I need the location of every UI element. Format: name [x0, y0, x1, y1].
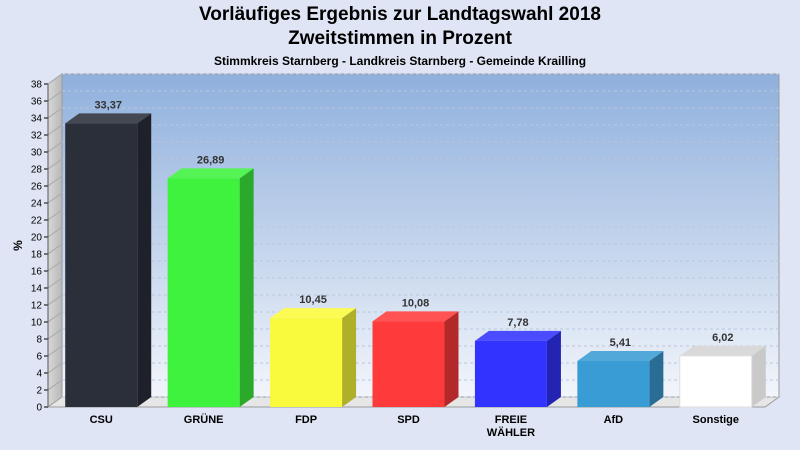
- bar: [167, 178, 240, 407]
- x-tick-label: SPD: [397, 414, 420, 426]
- y-axis-label: %: [11, 240, 25, 251]
- x-tick-label: AfD: [604, 414, 624, 426]
- data-label: 10,45: [299, 294, 327, 306]
- bar-side: [546, 330, 561, 407]
- x-tick-label-line: Sonstige: [693, 414, 739, 426]
- grid-line-wall: [47, 192, 63, 204]
- grid-line-wall: [47, 311, 63, 323]
- grid-line-wall: [47, 90, 63, 102]
- x-tick-label-line: SPD: [397, 414, 420, 426]
- y-tick-label: 6: [36, 352, 42, 363]
- x-tick-label: GRÜNE: [184, 413, 224, 426]
- grid-line-wall: [47, 124, 63, 136]
- y-tick-label: 8: [36, 335, 42, 346]
- bar-side: [751, 345, 766, 407]
- x-tick-label-line: GRÜNE: [184, 413, 224, 426]
- grid-line-wall: [47, 158, 63, 170]
- data-label: 7,78: [507, 317, 528, 329]
- grid-line-wall: [47, 362, 63, 374]
- bar-side: [649, 351, 664, 407]
- bar-top: [372, 311, 459, 322]
- x-tick-label: CSU: [90, 414, 113, 426]
- y-tick-label: 34: [31, 114, 43, 125]
- y-tick-label: 24: [31, 199, 43, 210]
- grid-line-wall: [47, 243, 63, 255]
- grid-line-wall: [47, 107, 63, 119]
- data-label: 26,89: [197, 154, 225, 166]
- bar: [474, 340, 547, 407]
- x-tick-label-line: CSU: [90, 414, 113, 426]
- bar: [372, 321, 445, 407]
- x-tick-label-line: FDP: [295, 414, 317, 426]
- grid-line-wall: [47, 294, 63, 306]
- x-tick-label: Sonstige: [693, 414, 739, 426]
- bar-top: [577, 351, 664, 362]
- chart-title: Vorläufiges Ergebnis zur Landtagswahl 20…: [199, 4, 601, 25]
- grid-line-wall: [47, 396, 63, 408]
- grid-line-wall: [47, 141, 63, 153]
- grid-line-wall: [47, 260, 63, 272]
- grid-line-wall: [47, 226, 63, 238]
- data-label: 33,37: [94, 99, 122, 111]
- y-tick-label: 18: [31, 250, 43, 261]
- y-tick-label: 12: [31, 301, 43, 312]
- x-tick-label: FDP: [295, 414, 317, 426]
- x-tick-label-line: WÄHLER: [487, 426, 535, 439]
- y-tick-label: 30: [31, 148, 43, 159]
- grid-line-wall: [47, 277, 63, 289]
- y-tick-label: 32: [31, 131, 43, 142]
- grid-line-wall: [47, 209, 63, 221]
- y-tick-label: 16: [31, 267, 43, 278]
- x-tick-label-line: FREIE: [495, 414, 527, 426]
- bar-top: [474, 330, 561, 341]
- bar-top: [167, 168, 254, 179]
- y-tick-label: 10: [31, 318, 43, 329]
- bar-side: [137, 113, 152, 407]
- chart-subtitle: Zweitstimmen in Prozent: [288, 28, 512, 49]
- x-tick-label: FREIE WÄHLER: [487, 414, 535, 439]
- grid-line-wall: [47, 345, 63, 357]
- bar: [270, 318, 343, 407]
- grid-line-wall: [47, 73, 63, 85]
- y-tick-label: 38: [31, 80, 43, 91]
- bar-top: [679, 345, 766, 356]
- x-tick-label-line: AfD: [604, 414, 624, 426]
- y-tick-label: 20: [31, 233, 43, 244]
- grid-line-wall: [47, 328, 63, 340]
- grid-line-wall: [47, 379, 63, 391]
- bar-top: [65, 113, 152, 124]
- y-tick-label: 28: [31, 165, 43, 176]
- bar: [65, 123, 138, 407]
- chart-region-subtitle: Stimmkreis Starnberg - Landkreis Starnbe…: [213, 54, 587, 68]
- y-tick-label: 4: [36, 369, 42, 380]
- y-tick-label: 0: [36, 403, 42, 414]
- grid-line-wall: [47, 175, 63, 187]
- plot-left-wall: [47, 73, 63, 408]
- bar: [679, 355, 753, 408]
- bar-side: [342, 308, 357, 407]
- data-label: 5,41: [610, 337, 631, 349]
- bar-side: [239, 168, 254, 407]
- data-label: 10,08: [402, 297, 430, 309]
- y-tick-label: 2: [36, 386, 42, 397]
- y-tick-label: 26: [31, 182, 43, 193]
- y-tick-label: 14: [31, 284, 43, 295]
- y-tick-label: 22: [31, 216, 43, 227]
- data-label: 6,02: [712, 332, 733, 344]
- bar: [577, 361, 650, 407]
- bar-side: [444, 311, 459, 407]
- bar-top: [270, 308, 357, 319]
- y-tick-label: 36: [31, 97, 43, 108]
